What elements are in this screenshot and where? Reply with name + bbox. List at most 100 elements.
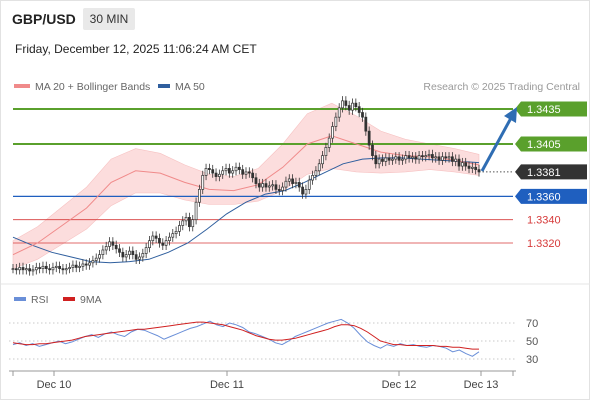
forecast-arrow-shaft — [480, 117, 513, 172]
candle — [71, 260, 75, 273]
candle-body — [148, 240, 151, 249]
candle — [171, 229, 175, 242]
candle-body — [284, 180, 288, 188]
legend-rsi: RSI — [14, 294, 49, 306]
candle-body — [204, 168, 208, 176]
candle — [431, 149, 434, 163]
rsi-ma-swatch — [63, 297, 75, 302]
candle — [271, 180, 275, 191]
candle — [151, 231, 155, 246]
candle — [437, 152, 441, 165]
candle-body — [174, 230, 178, 235]
candle — [244, 167, 248, 179]
candle — [434, 152, 438, 163]
candle-body — [44, 265, 48, 269]
candle-body — [384, 157, 388, 162]
candle-body — [81, 263, 85, 267]
credit-text: Research © 2025 Trading Central — [423, 81, 580, 93]
candle — [324, 142, 328, 161]
candle — [148, 236, 151, 253]
candle — [347, 100, 351, 115]
candle-body — [464, 162, 468, 167]
timestamp: Friday, December 12, 2025 11:06:24 AM CE… — [15, 42, 257, 56]
candle-body — [151, 235, 155, 242]
candle — [74, 260, 78, 273]
candle-body — [254, 177, 258, 184]
candle-body — [217, 173, 221, 177]
candle-body — [101, 249, 105, 256]
candle-body — [450, 156, 454, 162]
candle-body — [11, 268, 15, 270]
candle-body — [271, 184, 275, 187]
candle-body — [397, 156, 401, 161]
candle-body — [274, 184, 278, 190]
candle — [158, 233, 161, 248]
candle-body — [234, 166, 238, 172]
candle-body — [287, 178, 291, 182]
candle-body — [154, 235, 158, 239]
candle-body — [460, 162, 464, 167]
candle — [331, 121, 334, 143]
candle-body — [364, 116, 368, 132]
candle-body — [237, 166, 241, 170]
candle — [304, 184, 308, 199]
candle — [168, 232, 171, 246]
candle-body — [431, 154, 434, 159]
candle — [274, 180, 278, 195]
candle-body — [88, 262, 91, 266]
candle — [231, 166, 235, 178]
candle-body — [414, 156, 418, 160]
candle — [411, 152, 414, 163]
candle — [64, 263, 68, 275]
candle-body — [474, 166, 478, 170]
candle — [224, 163, 228, 176]
candle-body — [327, 137, 331, 148]
candle-body — [164, 240, 168, 246]
candle — [391, 154, 394, 165]
legend-rsi-ma: 9MA — [63, 294, 102, 306]
candle — [311, 170, 314, 185]
x-tick-dec-11: Dec 11 — [210, 379, 244, 391]
candle-body — [434, 156, 438, 159]
candle-body — [161, 242, 165, 246]
candle-body — [184, 217, 188, 222]
candle — [267, 181, 271, 192]
candle-body — [344, 100, 348, 106]
candle-body — [457, 158, 461, 167]
candle-body — [181, 220, 185, 226]
candle — [121, 247, 125, 262]
candle-body — [138, 256, 141, 260]
candle — [111, 237, 115, 250]
candle-body — [104, 246, 108, 251]
candle-body — [118, 248, 121, 253]
candle — [28, 263, 32, 276]
candle — [34, 262, 38, 275]
timeframe-badge[interactable]: 30 MIN — [83, 8, 135, 30]
candle — [14, 263, 18, 275]
candle — [444, 152, 448, 163]
candle-body — [257, 183, 261, 188]
candle-body — [301, 186, 304, 195]
candle-body — [367, 130, 371, 146]
candle — [354, 98, 358, 112]
candle — [450, 152, 454, 167]
candle — [301, 182, 304, 199]
candle-body — [387, 157, 391, 161]
candle — [84, 259, 88, 270]
candle-body — [91, 260, 95, 264]
candle — [21, 262, 25, 275]
candle — [341, 96, 344, 113]
candle — [404, 150, 408, 164]
candle-body — [371, 144, 374, 156]
candle-body — [351, 102, 354, 111]
candle — [164, 236, 168, 250]
candle — [48, 263, 51, 275]
rsi-ma-legend-label: 9MA — [80, 294, 102, 306]
candle — [227, 163, 231, 178]
rsi-ma-line — [12, 321, 479, 350]
candle — [221, 166, 225, 179]
candle — [208, 163, 211, 175]
candle-body — [18, 267, 22, 271]
candle-body — [94, 257, 98, 261]
